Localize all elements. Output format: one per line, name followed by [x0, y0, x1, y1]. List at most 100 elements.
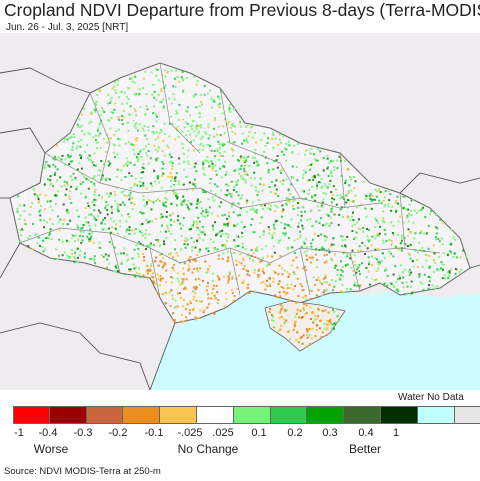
ndvi-pixel [202, 214, 205, 217]
ndvi-pixel [350, 178, 353, 181]
ndvi-pixel [349, 257, 352, 260]
ndvi-pixel [311, 224, 314, 227]
ndvi-pixel [123, 190, 126, 193]
ndvi-pixel [139, 211, 142, 214]
ndvi-pixel [266, 142, 269, 144]
ndvi-pixel [89, 258, 92, 260]
ndvi-pixel [246, 273, 249, 276]
ndvi-pixel [207, 123, 210, 126]
ndvi-pixel [198, 250, 201, 253]
ndvi-pixel [100, 178, 103, 181]
ndvi-pixel [374, 217, 377, 220]
ndvi-pixel [66, 223, 69, 226]
ndvi-pixel [223, 150, 226, 153]
ndvi-pixel [68, 137, 71, 139]
ndvi-pixel [322, 291, 325, 294]
ndvi-pixel [159, 278, 162, 280]
ndvi-pixel [252, 208, 255, 211]
ndvi-pixel [325, 281, 328, 284]
ndvi-pixel [144, 237, 147, 240]
ndvi-pixel [341, 235, 344, 238]
ndvi-pixel [162, 204, 165, 207]
ndvi-pixel [177, 118, 180, 121]
ndvi-pixel [88, 224, 91, 227]
ndvi-pixel [202, 230, 205, 233]
ndvi-pixel [110, 111, 113, 114]
ndvi-pixel [379, 225, 382, 228]
ndvi-pixel [193, 98, 195, 101]
ndvi-pixel [210, 160, 213, 162]
ndvi-pixel [410, 285, 413, 288]
ndvi-pixel [282, 287, 285, 289]
ndvi-pixel [213, 247, 216, 250]
ndvi-pixel [385, 268, 388, 271]
ndvi-pixel [42, 250, 45, 253]
ndvi-pixel [297, 202, 300, 205]
ndvi-pixel [316, 159, 319, 162]
ndvi-pixel [314, 176, 316, 179]
ndvi-pixel [243, 160, 246, 162]
ndvi-pixel [321, 294, 324, 297]
ndvi-pixel [320, 247, 323, 250]
ndvi-pixel [192, 220, 195, 223]
ndvi-pixel [205, 289, 208, 292]
ndvi-pixel [282, 179, 285, 182]
ndvi-pixel [91, 161, 94, 164]
ndvi-pixel [104, 207, 107, 209]
ndvi-pixel [340, 156, 342, 159]
ndvi-pixel [360, 249, 362, 252]
ndvi-pixel [411, 291, 414, 294]
ndvi-pixel [282, 210, 285, 213]
ndvi-pixel [196, 202, 198, 205]
ndvi-pixel [172, 85, 174, 88]
ndvi-pixel [17, 195, 20, 198]
ndvi-pixel [175, 96, 178, 99]
ndvi-pixel [157, 264, 160, 267]
ndvi-pixel [134, 93, 137, 95]
ndvi-pixel [350, 189, 353, 192]
ndvi-pixel [261, 248, 263, 251]
ndvi-pixel [221, 142, 224, 145]
ndvi-pixel [227, 281, 230, 284]
ndvi-pixel [304, 197, 307, 200]
ndvi-pixel [336, 268, 339, 271]
ndvi-pixel [333, 266, 336, 269]
ndvi-pixel [148, 220, 151, 223]
ndvi-pixel [157, 136, 160, 139]
ndvi-pixel [182, 212, 184, 215]
ndvi-pixel [213, 135, 216, 138]
ndvi-pixel [155, 113, 158, 116]
ndvi-pixel [288, 299, 291, 302]
ndvi-pixel [273, 148, 276, 151]
ndvi-pixel [435, 283, 438, 286]
ndvi-pixel [331, 193, 334, 196]
ndvi-pixel [383, 282, 386, 285]
ndvi-pixel [104, 217, 107, 220]
ndvi-pixel [178, 103, 181, 106]
legend-tick-label: 0.1 [251, 427, 267, 439]
ndvi-pixel [224, 108, 226, 111]
ndvi-pixel [107, 93, 110, 96]
ndvi-pixel [142, 171, 145, 174]
ndvi-pixel [173, 226, 176, 229]
ndvi-pixel [206, 214, 209, 217]
ndvi-pixel [63, 147, 65, 150]
ndvi-pixel [299, 234, 302, 237]
ndvi-pixel [285, 178, 288, 181]
ndvi-pixel [362, 230, 365, 233]
ndvi-pixel [196, 198, 199, 201]
ndvi-pixel [190, 203, 193, 206]
ndvi-pixel [344, 160, 347, 163]
ndvi-pixel [150, 110, 153, 113]
ndvi-pixel [130, 143, 133, 146]
ndvi-pixel [94, 224, 97, 227]
ndvi-pixel [180, 320, 183, 323]
ndvi-pixel [331, 323, 334, 326]
ndvi-pixel [278, 280, 281, 283]
ndvi-pixel [201, 135, 204, 138]
ndvi-pixel [53, 258, 56, 261]
ndvi-pixel [273, 227, 276, 230]
ndvi-pixel [91, 231, 94, 234]
ndvi-pixel [129, 105, 132, 108]
legend-tick-label: 0.2 [287, 427, 303, 439]
